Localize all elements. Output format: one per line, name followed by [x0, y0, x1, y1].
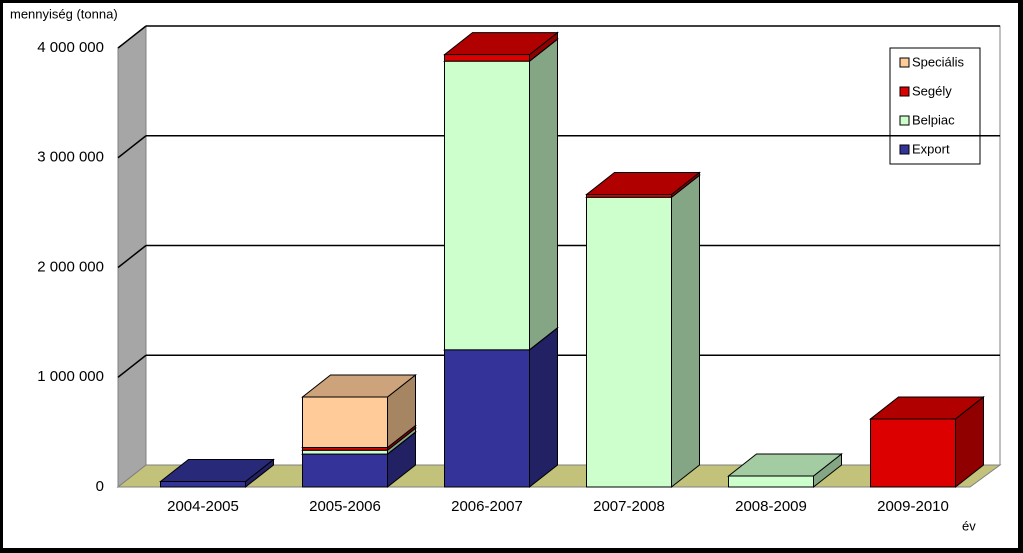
bar: [728, 475, 814, 488]
legend-label: Export: [912, 141, 950, 156]
x-axis-label: év: [962, 518, 976, 533]
y-axis-label: mennyiség (tonna): [10, 6, 118, 21]
legend-swatch: [899, 144, 910, 155]
legend-swatch: [899, 86, 910, 97]
bar: [302, 449, 388, 455]
bar-side: [529, 38, 558, 351]
x-tick-label: 2005-2006: [309, 498, 381, 515]
legend-label: Belpiac: [912, 112, 955, 127]
bar: [302, 396, 388, 448]
bar: [444, 349, 530, 488]
bar: [444, 54, 530, 62]
bar: [586, 194, 672, 198]
legend-swatch: [899, 57, 910, 68]
legend: Export Belpiac Segély Speciális: [889, 47, 981, 165]
bar: [586, 196, 672, 488]
grid-line-side: [117, 135, 147, 159]
y-tick-label: 0: [96, 478, 104, 495]
x-tick-label: 2009-2010: [877, 498, 949, 515]
x-tick-label: 2007-2008: [593, 498, 665, 515]
y-tick-label: 2 000 000: [37, 258, 104, 275]
x-tick-label: 2004-2005: [167, 498, 239, 515]
y-tick-label: 1 000 000: [37, 368, 104, 385]
grid-line-side: [117, 354, 147, 378]
bar: [870, 418, 956, 488]
bar-side: [671, 174, 700, 489]
legend-label: Speciális: [912, 54, 965, 69]
bar-side: [529, 326, 558, 489]
x-tick-label: 2006-2007: [451, 498, 523, 515]
y-tick-label: 3 000 000: [37, 149, 104, 166]
bar: [444, 60, 530, 351]
y-tick-label: 4 000 000: [37, 39, 104, 56]
bar: [302, 453, 388, 488]
bar: [160, 481, 246, 488]
legend-swatch: [899, 115, 910, 126]
grid-line-side: [117, 25, 147, 49]
legend-label: Segély: [912, 83, 952, 98]
grid-line-side: [117, 244, 147, 269]
x-tick-label: 2008-2009: [735, 498, 807, 515]
